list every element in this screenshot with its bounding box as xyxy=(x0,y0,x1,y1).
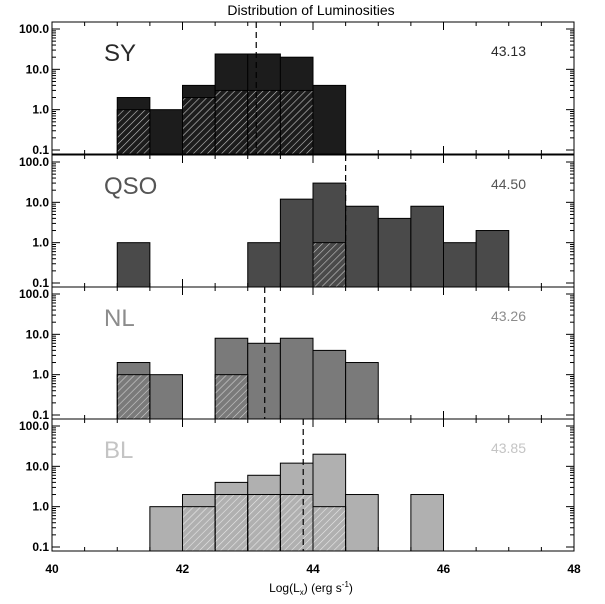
bl-hatched-bar xyxy=(182,506,216,552)
qso-total-bar xyxy=(116,242,151,288)
qso-total-bar xyxy=(410,205,444,288)
nl-total-bar xyxy=(149,374,183,420)
sy-median-value: 43.13 xyxy=(491,43,526,59)
y-tick-label: 0.1 xyxy=(32,276,49,290)
nl-hatched-bar xyxy=(214,374,249,420)
bl-total-bar xyxy=(149,506,183,552)
x-tick-label: 48 xyxy=(567,562,581,576)
y-tick-label: 0.1 xyxy=(32,143,49,157)
panel-bl: 0.1 1.0 10.0 100.0 BL 43.85 xyxy=(19,418,575,554)
bl-hatched-bar xyxy=(247,494,281,552)
bl-total-bar xyxy=(345,494,379,552)
histogram-panels: 0.1 1.0 10.0 100.0 SY 43.13 0.1 1.0 10.0 100.0 QSO… xyxy=(19,21,575,554)
bl-hatched-bar xyxy=(312,506,347,552)
qso-median-value: 44.50 xyxy=(491,176,526,192)
qso-total-bar xyxy=(475,230,510,288)
nl-total-bar xyxy=(247,342,281,420)
qso-total-bar xyxy=(279,198,314,288)
bl-hatched-bar xyxy=(214,494,249,552)
sy-total-bar xyxy=(149,109,183,155)
nl-class-label: NL xyxy=(104,305,135,332)
y-tick-label: 100.0 xyxy=(19,22,49,36)
qso-total-bar xyxy=(345,205,379,288)
y-tick-label: 0.1 xyxy=(32,408,49,422)
nl-total-bar xyxy=(345,362,379,420)
x-tick-label: 46 xyxy=(437,562,451,576)
sy-hatched-bar xyxy=(214,89,249,155)
bl-median-value: 43.85 xyxy=(491,440,526,456)
y-tick-label: 100.0 xyxy=(19,419,49,433)
y-tick-label: 10.0 xyxy=(26,459,50,473)
x-tick-label: 44 xyxy=(306,562,320,576)
nl-hatched-bar xyxy=(116,374,151,420)
sy-hatched-bar xyxy=(247,89,281,155)
qso-hatched-bar xyxy=(312,242,347,288)
bl-total-bar xyxy=(410,494,444,552)
sy-hatched-bar xyxy=(116,109,151,155)
y-tick-label: 1.0 xyxy=(32,500,49,514)
bl-hatched-bar xyxy=(279,494,314,552)
chart-title: Distribution of Luminosities xyxy=(227,2,394,18)
y-tick-label: 0.1 xyxy=(32,540,49,554)
y-tick-label: 1.0 xyxy=(32,236,49,250)
x-axis-label: Log(Lx) (erg s-1) xyxy=(269,580,353,597)
nl-median-value: 43.26 xyxy=(491,308,526,324)
x-tick-label: 40 xyxy=(45,562,59,576)
qso-total-bar xyxy=(247,242,281,288)
y-tick-label: 1.0 xyxy=(32,368,49,382)
panel-sy: 0.1 1.0 10.0 100.0 SY 43.13 xyxy=(19,21,575,157)
y-tick-label: 10.0 xyxy=(26,195,50,209)
qso-total-bar xyxy=(377,217,412,288)
nl-total-bar xyxy=(312,349,347,420)
bl-class-label: BL xyxy=(104,437,133,464)
panel-qso: 0.1 1.0 10.0 100.0 QSO 44.50 xyxy=(19,154,575,290)
y-tick-label: 100.0 xyxy=(19,287,49,301)
panel-nl: 0.1 1.0 10.0 100.0 NL 43.26 xyxy=(19,286,575,422)
qso-total-bar xyxy=(443,242,477,288)
y-tick-label: 10.0 xyxy=(26,327,50,341)
sy-hatched-bar xyxy=(182,97,216,155)
y-tick-label: 1.0 xyxy=(32,103,49,117)
sy-hatched-bar xyxy=(279,89,314,155)
x-tick-label: 42 xyxy=(176,562,190,576)
y-tick-label: 10.0 xyxy=(26,62,50,76)
nl-total-bar xyxy=(279,337,314,420)
qso-class-label: QSO xyxy=(104,173,157,200)
x-axis-tick-labels: 40 42 44 46 48 xyxy=(45,562,581,576)
y-tick-label: 100.0 xyxy=(19,155,49,169)
sy-total-bar xyxy=(312,84,347,155)
sy-class-label: SY xyxy=(104,40,136,67)
